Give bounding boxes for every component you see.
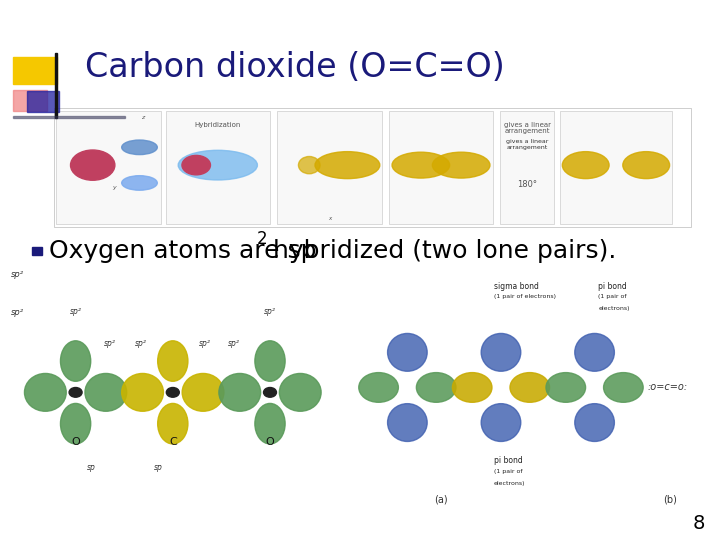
Ellipse shape (546, 373, 585, 402)
Ellipse shape (603, 373, 643, 402)
Ellipse shape (264, 388, 276, 397)
Text: sp²: sp² (228, 339, 240, 348)
Text: Carbon dioxide (O=C=O): Carbon dioxide (O=C=O) (85, 51, 505, 84)
Ellipse shape (299, 157, 320, 174)
Text: sp²: sp² (11, 270, 24, 279)
Ellipse shape (182, 374, 224, 411)
Ellipse shape (158, 403, 188, 444)
Text: electrons): electrons) (598, 306, 630, 312)
Bar (13, 90, 47, 111)
Text: O: O (590, 382, 599, 393)
Text: (a): (a) (434, 495, 448, 505)
Ellipse shape (24, 374, 66, 411)
Bar (13, 57, 58, 84)
Text: x: x (328, 217, 331, 221)
Text: sp²: sp² (104, 339, 116, 348)
Text: sp²: sp² (11, 308, 24, 317)
Ellipse shape (623, 152, 670, 179)
Text: (b): (b) (663, 495, 678, 505)
Ellipse shape (575, 333, 614, 372)
Text: sigma bond: sigma bond (494, 282, 539, 291)
Ellipse shape (219, 374, 261, 411)
Ellipse shape (510, 373, 549, 402)
Ellipse shape (158, 341, 188, 381)
Ellipse shape (562, 152, 609, 179)
Text: 8: 8 (692, 514, 705, 534)
Text: sp²: sp² (135, 339, 146, 348)
Bar (32, 247, 42, 255)
Bar (389, 111, 493, 224)
Bar (560, 111, 672, 224)
Ellipse shape (481, 403, 521, 442)
Text: gives a linear
arrangement: gives a linear arrangement (506, 139, 549, 150)
Text: sp: sp (154, 463, 163, 472)
Ellipse shape (315, 152, 380, 179)
Ellipse shape (179, 150, 258, 180)
Bar (277, 111, 382, 224)
Ellipse shape (71, 150, 115, 180)
Ellipse shape (85, 374, 127, 411)
Ellipse shape (166, 388, 179, 397)
Ellipse shape (452, 373, 492, 402)
Text: sp²: sp² (264, 307, 276, 316)
Text: C: C (169, 437, 176, 447)
Ellipse shape (255, 341, 285, 381)
Bar (54, 108, 691, 227)
Text: (1 pair of: (1 pair of (598, 294, 627, 299)
Bar (166, 111, 270, 224)
Ellipse shape (359, 373, 398, 402)
Text: Hybridization: Hybridization (194, 122, 241, 127)
Text: 180°: 180° (518, 180, 537, 189)
Ellipse shape (122, 374, 163, 411)
Text: x: x (188, 163, 192, 167)
Ellipse shape (387, 403, 427, 442)
Ellipse shape (122, 176, 157, 190)
Text: gives a linear
arrangement: gives a linear arrangement (504, 122, 551, 134)
Ellipse shape (279, 374, 321, 411)
Ellipse shape (122, 140, 157, 154)
Text: z: z (141, 115, 145, 120)
Bar (27, 91, 59, 112)
Bar (55, 53, 57, 118)
Ellipse shape (387, 333, 427, 372)
Text: hybridized (two lone pairs).: hybridized (two lone pairs). (265, 239, 616, 263)
Bar (13, 116, 125, 118)
Text: (1 pair of electrons): (1 pair of electrons) (494, 294, 556, 299)
Text: pi bond: pi bond (494, 456, 523, 465)
Text: :o=c=o:: :o=c=o: (648, 382, 688, 393)
Text: sp²: sp² (199, 339, 211, 348)
Bar (56, 111, 161, 224)
Text: (1 pair of: (1 pair of (494, 469, 523, 474)
Ellipse shape (60, 341, 91, 381)
Ellipse shape (60, 403, 91, 444)
Text: y: y (112, 185, 116, 190)
Text: O: O (266, 437, 274, 447)
Ellipse shape (416, 373, 456, 402)
Ellipse shape (575, 403, 614, 442)
Text: pi bond: pi bond (598, 282, 627, 291)
Text: C: C (497, 382, 505, 393)
Ellipse shape (255, 403, 285, 444)
Ellipse shape (392, 152, 449, 178)
Ellipse shape (182, 156, 210, 175)
Text: O: O (402, 382, 412, 393)
Text: electrons): electrons) (494, 481, 526, 486)
Bar (500, 111, 554, 224)
Ellipse shape (481, 333, 521, 372)
Text: sp²: sp² (70, 307, 81, 316)
Text: Oxygen atoms are sp: Oxygen atoms are sp (49, 239, 317, 263)
Ellipse shape (432, 152, 490, 178)
Text: O: O (71, 437, 80, 447)
Text: 2: 2 (256, 230, 267, 248)
Ellipse shape (69, 388, 82, 397)
Text: sp: sp (87, 463, 96, 472)
